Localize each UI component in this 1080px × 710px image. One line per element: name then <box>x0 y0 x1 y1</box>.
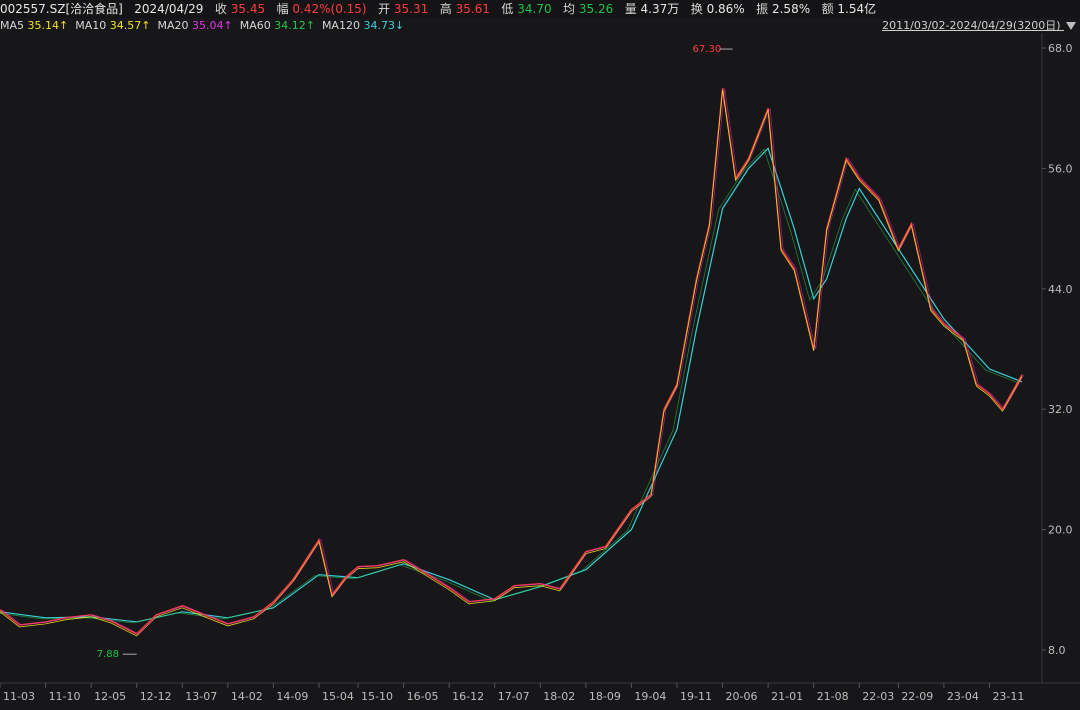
avg-value: 35.26 <box>578 2 614 16</box>
extreme-markers: 67.30 7.88 <box>97 44 733 660</box>
ma120-value: 34.73↓ <box>363 19 405 32</box>
x-tick-label: 12-05 <box>94 690 126 703</box>
x-tick-label: 12-12 <box>140 690 172 703</box>
quote-date: 2024/04/29 <box>134 2 204 16</box>
open-value: 35.31 <box>393 2 429 16</box>
ma5-value: 35.14↑ <box>27 19 69 32</box>
dropdown-triangle-icon[interactable] <box>1066 22 1076 30</box>
low-label: 低 <box>501 2 514 16</box>
x-tick-label: 11-03 <box>3 690 35 703</box>
x-tick-label: 15-10 <box>361 690 393 703</box>
ma5-line <box>0 90 1023 637</box>
x-tick-label: 23-04 <box>947 690 979 703</box>
y-tick-label: 68.0 <box>1048 42 1073 55</box>
volume-value: 4.37万 <box>640 2 680 16</box>
x-tick-label: 18-09 <box>589 690 621 703</box>
ma10-value: 34.57↑ <box>109 19 151 32</box>
y-tick-label: 20.0 <box>1048 524 1073 537</box>
x-tick-label: 19-04 <box>634 690 666 703</box>
ma5-label: MA5 <box>0 19 25 32</box>
x-tick-label: 14-09 <box>276 690 308 703</box>
open-label: 开 <box>378 2 391 16</box>
ma120-line <box>0 147 1023 623</box>
y-tick-label: 56.0 <box>1048 162 1073 175</box>
change-value: 0.42%(0.15) <box>292 2 367 16</box>
ma-lines <box>0 147 1023 624</box>
x-tick-label: 16-05 <box>407 690 439 703</box>
y-tick-label: 8.0 <box>1048 644 1066 657</box>
avg-label: 均 <box>563 2 576 16</box>
ma60-label: MA60 <box>239 19 271 32</box>
x-tick-label: 21-01 <box>771 690 803 703</box>
x-tick-label: 17-07 <box>498 690 530 703</box>
ma20-label: MA20 <box>157 19 189 32</box>
date-range-selector[interactable]: 2011/03/02-2024/04/29(3200日) <box>882 18 1076 33</box>
x-tick-label: 22-03 <box>862 690 894 703</box>
ma120-label: MA120 <box>321 19 360 32</box>
high-value: 35.61 <box>455 2 490 16</box>
x-tick-label: 14-02 <box>231 690 263 703</box>
x-tick-label: 22-09 <box>901 690 933 703</box>
y-tick-label: 44.0 <box>1048 283 1073 296</box>
high-label: 高 <box>439 2 452 16</box>
turnover-value: 0.86% <box>706 2 745 16</box>
min-price-label: 7.88 <box>97 649 119 660</box>
x-tick-label: 11-10 <box>49 690 81 703</box>
price-chart[interactable]: 8.020.032.044.056.068.0 11-03 11-10 12-05 1… <box>0 33 1080 710</box>
quote-bar: 002557.SZ[洽洽食品] 2024/04/29 收 35.45 幅 0.4… <box>0 0 1080 18</box>
ma20-value: 35.04↑ <box>191 19 233 32</box>
max-price-label: 67.30 <box>693 44 722 55</box>
amplitude-value: 2.58% <box>771 2 811 16</box>
close-value: 35.45 <box>230 2 266 16</box>
amplitude-label: 振 <box>756 2 769 16</box>
y-tick-labels: 8.0 20.0 32.0 44.0 56.0 68.0 <box>1042 42 1073 657</box>
stock-code: 002557.SZ[洽洽食品] <box>0 2 123 16</box>
ma60-line <box>0 148 1019 624</box>
volume-label: 量 <box>624 2 637 16</box>
x-tick-label: 21-08 <box>817 690 849 703</box>
ma60-value: 34.12↑ <box>274 19 315 32</box>
x-tick-label: 19-11 <box>680 690 712 703</box>
x-tick-labels: 11-03 11-10 12-05 12-12 13-07 14-02 14-09 15-04… <box>0 683 1024 703</box>
turnover-label: 换 <box>690 2 703 16</box>
y-tick-label: 32.0 <box>1048 403 1073 416</box>
close-label: 收 <box>214 2 227 16</box>
x-tick-label: 13-07 <box>185 690 217 703</box>
price-line <box>0 88 1023 635</box>
ma10-line <box>1 88 1025 635</box>
ma10-label: MA10 <box>75 19 107 32</box>
x-tick-label: 15-04 <box>322 690 354 703</box>
ma-legend: MA5 35.14↑ MA10 34.57↑ MA20 35.04↑ MA60 … <box>0 18 1080 33</box>
x-tick-label: 23-11 <box>992 690 1024 703</box>
amount-value: 1.54亿 <box>837 2 877 16</box>
x-tick-label: 18-02 <box>543 690 575 703</box>
x-tick-label: 20-06 <box>726 690 758 703</box>
low-value: 34.70 <box>517 2 552 16</box>
date-range-label: 2011/03/02-2024/04/29(3200日) <box>882 19 1061 32</box>
change-label: 幅 <box>276 2 289 16</box>
amount-label: 额 <box>821 2 834 16</box>
x-tick-label: 16-12 <box>452 690 484 703</box>
price-lines <box>0 88 1025 637</box>
